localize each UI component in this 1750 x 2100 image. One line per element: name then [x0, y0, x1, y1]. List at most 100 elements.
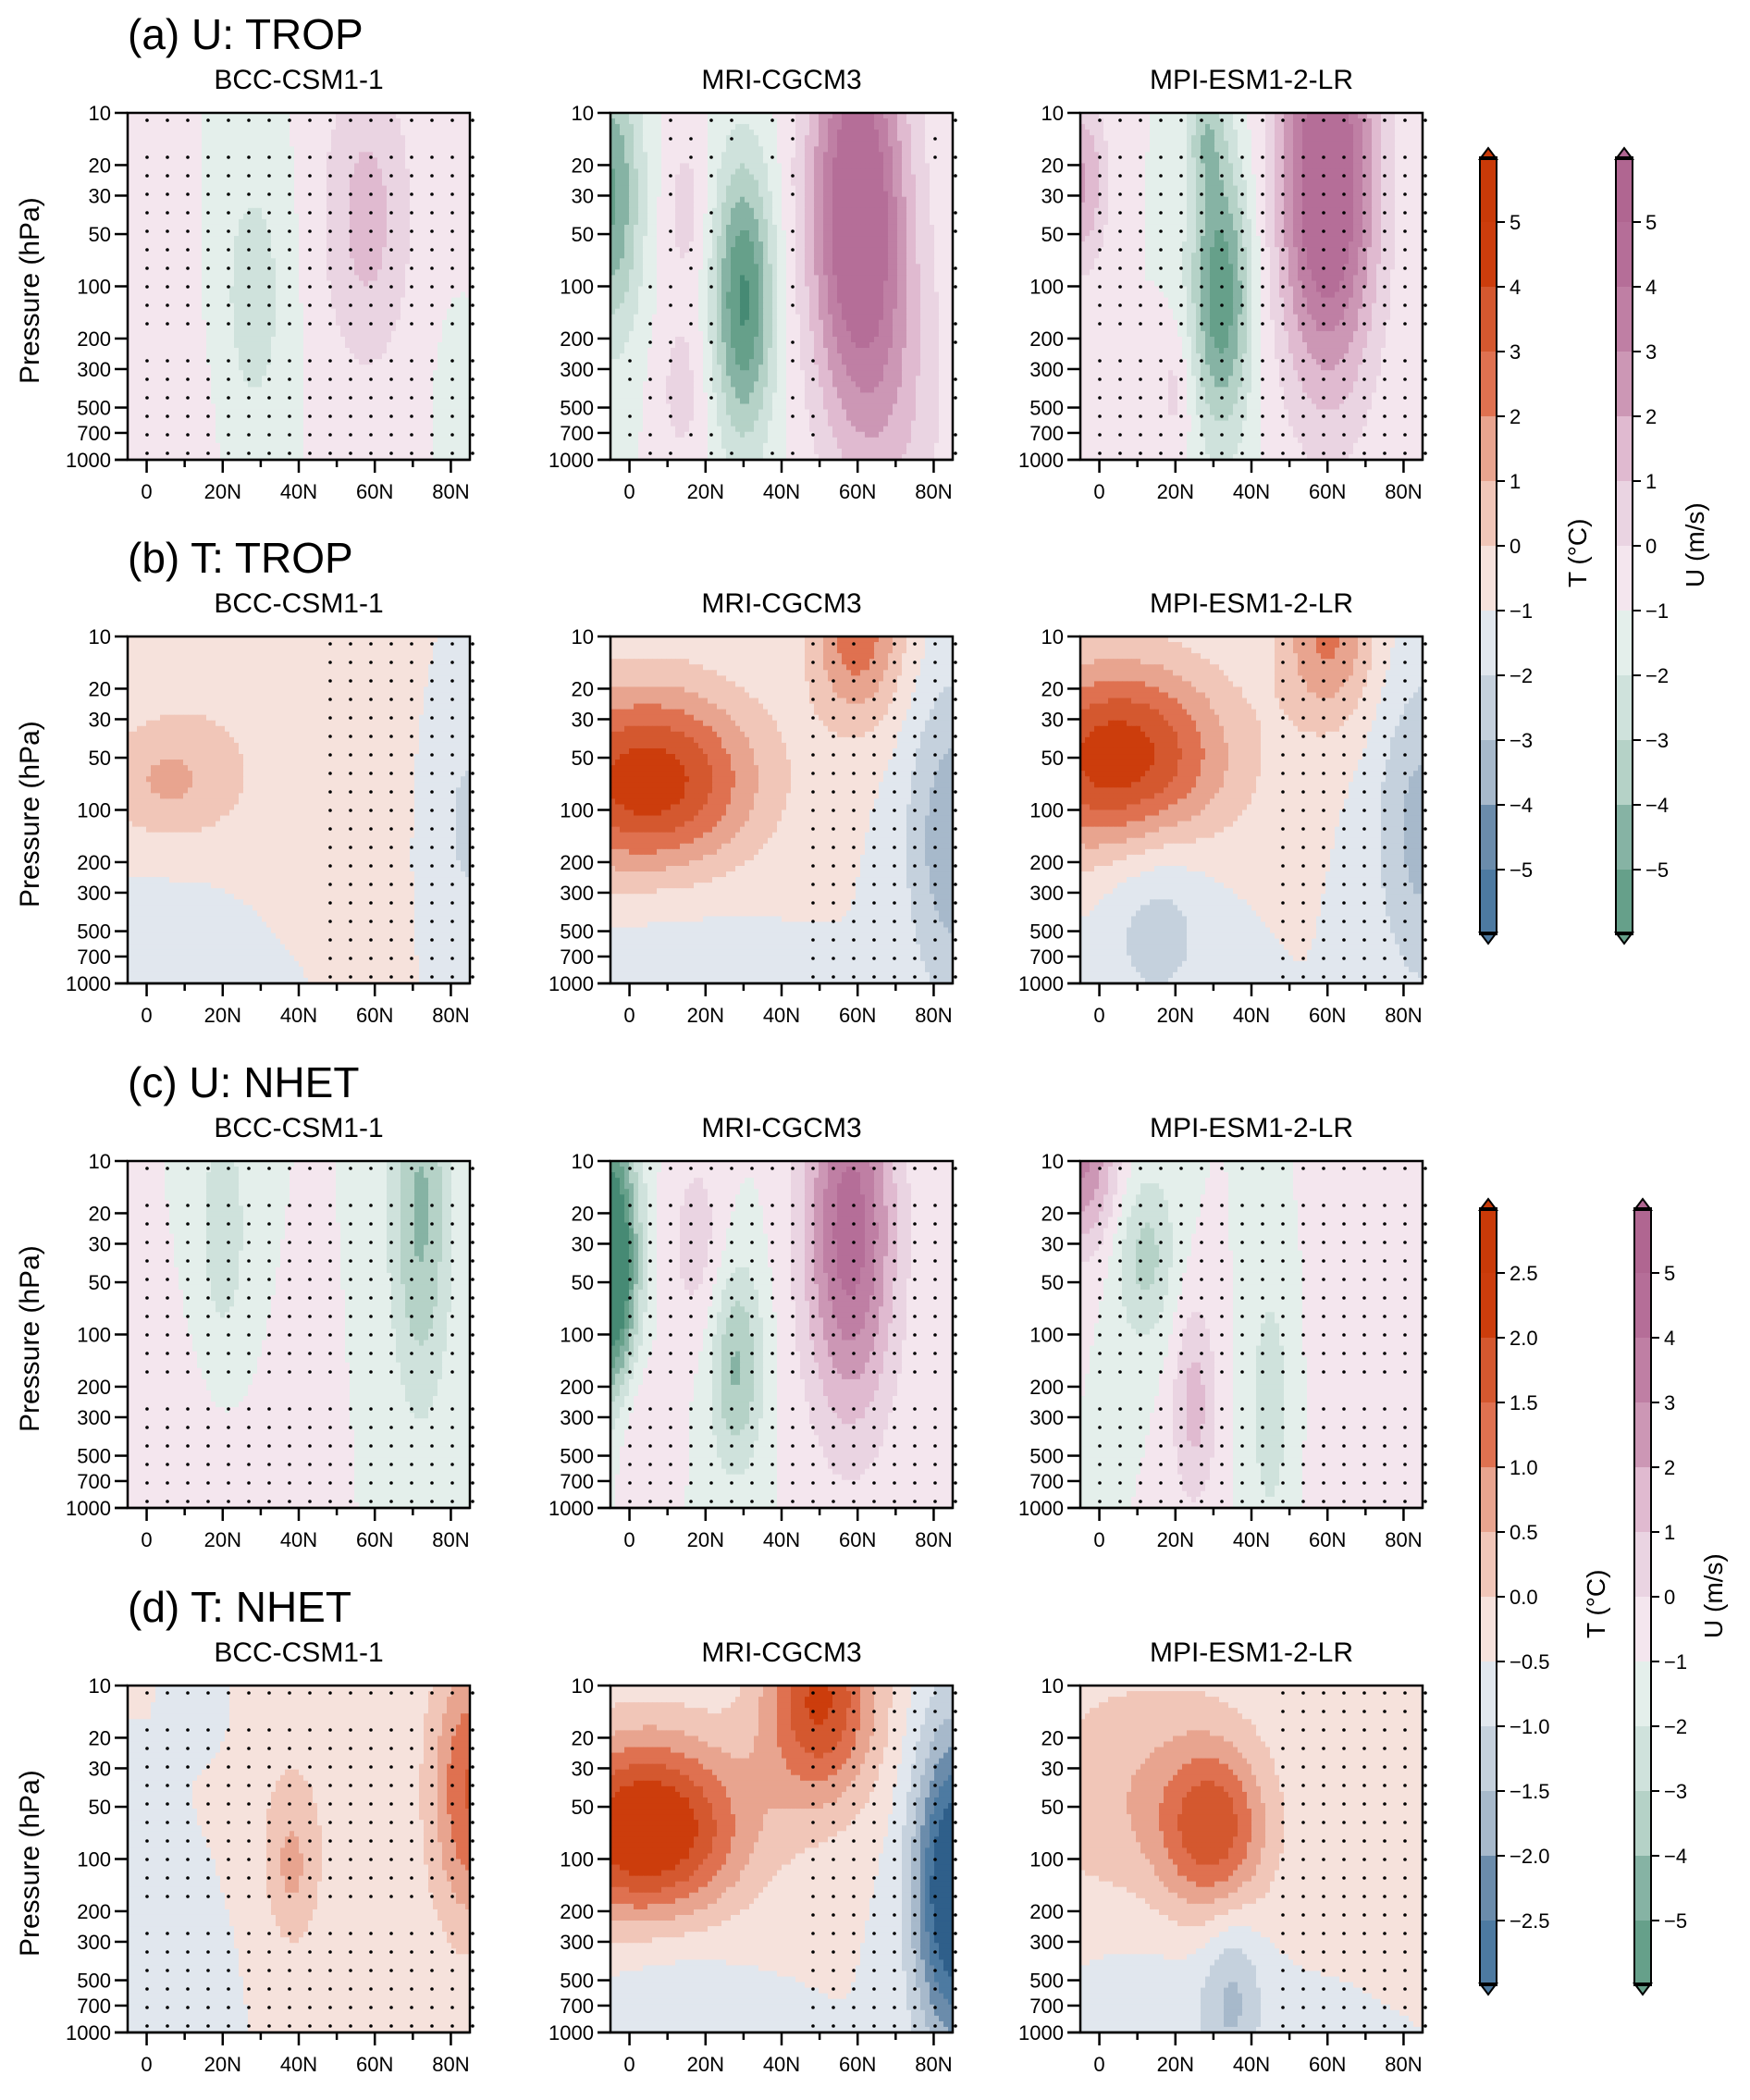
- contour-cell: [373, 353, 378, 360]
- stipple-dot: [186, 396, 190, 400]
- contour-cell: [188, 292, 193, 299]
- contour-cell: [243, 141, 249, 147]
- contour-cell: [438, 421, 443, 427]
- contour-cell: [262, 353, 267, 360]
- contour-cell: [442, 230, 448, 237]
- contour-cell: [410, 387, 415, 393]
- contour-cell: [290, 438, 295, 444]
- contour-cell: [257, 130, 263, 136]
- contour-cell: [382, 292, 388, 299]
- contour-cell: [359, 410, 364, 416]
- contour-cell: [146, 315, 152, 321]
- contour-cell: [340, 130, 346, 136]
- contour-cell: [438, 203, 443, 209]
- contour-cell: [299, 118, 304, 125]
- contour-cell: [373, 398, 378, 404]
- contour-cell: [317, 197, 323, 204]
- contour-cell: [299, 230, 304, 237]
- contour-cell: [271, 241, 277, 248]
- contour-cell: [461, 157, 466, 164]
- contour-cell: [350, 298, 355, 304]
- contour-cell: [350, 214, 355, 220]
- contour-cell: [405, 292, 411, 299]
- contour-cell: [308, 214, 314, 220]
- contour-cell: [229, 364, 235, 371]
- contour-cell: [262, 364, 267, 371]
- contour-cell: [359, 415, 364, 422]
- contour-cell: [239, 269, 244, 276]
- contour-cell: [276, 331, 281, 338]
- contour-cell: [192, 203, 198, 209]
- contour-cell: [243, 292, 249, 299]
- stipple-dot: [389, 118, 393, 122]
- contour-cell: [322, 241, 327, 248]
- contour-cell: [229, 331, 235, 338]
- contour-cell: [155, 180, 161, 187]
- contour-cell: [248, 236, 253, 242]
- contour-cell: [234, 236, 240, 242]
- contour-cell: [285, 298, 290, 304]
- contour-cell: [179, 168, 184, 175]
- contour-cell: [410, 197, 415, 204]
- contour-cell: [410, 421, 415, 427]
- contour-cell: [391, 387, 397, 393]
- contour-cell: [197, 146, 203, 153]
- contour-cell: [294, 359, 300, 365]
- contour-cell: [169, 191, 175, 198]
- contour-cell: [160, 359, 166, 365]
- contour-cell: [280, 342, 286, 349]
- contour-cell: [414, 353, 420, 360]
- contour-cell: [438, 253, 443, 259]
- contour-cell: [410, 146, 415, 153]
- contour-cell: [414, 326, 420, 332]
- contour-cell: [442, 219, 448, 226]
- contour-cell: [229, 157, 235, 164]
- contour-cell: [424, 253, 429, 259]
- contour-cell: [229, 124, 235, 130]
- contour-cell: [401, 376, 406, 382]
- contour-cell: [414, 230, 420, 237]
- contour-cell: [280, 118, 286, 125]
- contour-cell: [151, 141, 156, 147]
- contour-cell: [461, 163, 466, 169]
- contour-cell: [414, 168, 420, 175]
- contour-cell: [456, 353, 462, 360]
- contour-cell: [239, 326, 244, 332]
- contour-cell: [456, 287, 462, 293]
- contour-cell: [303, 141, 309, 147]
- contour-cell: [160, 135, 166, 142]
- contour-cell: [401, 197, 406, 204]
- contour-cell: [414, 141, 420, 147]
- contour-cell: [387, 438, 392, 444]
- contour-cell: [266, 214, 272, 220]
- contour-cell: [340, 426, 346, 433]
- contour-cell: [197, 264, 203, 270]
- contour-cell: [169, 381, 175, 388]
- contour-cell: [438, 320, 443, 327]
- contour-cell: [179, 247, 184, 253]
- contour-cell: [155, 376, 161, 382]
- contour-cell: [169, 337, 175, 343]
- contour-cell: [345, 426, 351, 433]
- contour-cell: [461, 180, 466, 187]
- contour-cell: [229, 118, 235, 125]
- contour-cell: [428, 146, 434, 153]
- contour-cell: [313, 180, 318, 187]
- contour-cell: [225, 168, 230, 175]
- contour-cell: [294, 404, 300, 411]
- contour-cell: [285, 410, 290, 416]
- contour-cell: [276, 364, 281, 371]
- contour-cell: [257, 392, 263, 399]
- contour-cell: [340, 203, 346, 209]
- contour-cell: [132, 230, 138, 237]
- contour-cell: [350, 438, 355, 444]
- contour-cell: [313, 219, 318, 226]
- contour-cell: [405, 118, 411, 125]
- contour-cell: [442, 309, 448, 315]
- contour-cell: [206, 186, 212, 192]
- contour-cell: [364, 258, 369, 265]
- contour-cell: [405, 230, 411, 237]
- contour-cell: [396, 275, 401, 281]
- contour-cell: [382, 208, 388, 215]
- contour-cell: [202, 269, 207, 276]
